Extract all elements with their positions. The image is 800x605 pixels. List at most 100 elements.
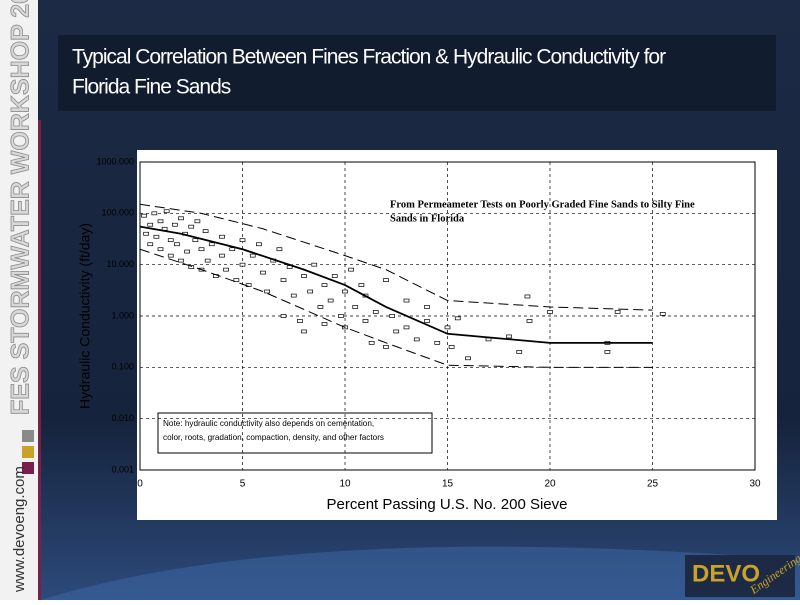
point	[413, 337, 420, 342]
square	[22, 462, 34, 474]
point	[311, 262, 318, 267]
point	[178, 216, 184, 221]
point	[352, 305, 359, 309]
y-tick-label: 0.001	[111, 464, 134, 474]
y-tick-label: 10.000	[106, 259, 134, 269]
point	[280, 278, 287, 282]
sidebar	[0, 0, 38, 600]
point	[239, 238, 246, 243]
point	[368, 340, 375, 345]
y-tick-label: 0.010	[111, 413, 134, 423]
point	[321, 322, 328, 326]
point	[223, 267, 229, 272]
point	[184, 249, 190, 254]
x-tick-label: 25	[647, 479, 659, 490]
square	[22, 446, 34, 458]
point	[448, 345, 455, 349]
point	[348, 267, 354, 272]
point	[188, 265, 195, 269]
point	[290, 293, 297, 298]
point	[389, 314, 395, 318]
x-tick-label: 10	[339, 479, 351, 490]
point	[338, 314, 344, 318]
x-tick-label: 15	[442, 479, 454, 490]
point	[342, 289, 348, 294]
envelope-line	[139, 203, 653, 311]
point	[424, 305, 430, 309]
point	[167, 238, 174, 243]
annotation: From Permeameter Tests on Poorly Graded …	[390, 199, 695, 210]
point	[147, 242, 154, 247]
point	[194, 219, 201, 224]
point	[167, 253, 174, 258]
point	[301, 274, 307, 278]
point	[260, 270, 266, 275]
point	[219, 253, 225, 258]
note: color, roots, gradation, compaction, den…	[163, 433, 384, 442]
envelope-line	[139, 248, 653, 368]
x-tick-label: 5	[240, 479, 246, 490]
point	[659, 312, 666, 316]
point	[516, 350, 523, 354]
point	[604, 350, 611, 354]
y-tick-label: 1.000	[111, 310, 134, 320]
y-tick-label: 1000.000	[96, 156, 134, 166]
point	[249, 253, 256, 258]
y-tick-label: 0.100	[111, 362, 134, 372]
square	[22, 430, 34, 442]
note: Note: hydraulic conductivity also depend…	[163, 419, 374, 428]
point	[524, 294, 531, 299]
point	[372, 310, 379, 314]
y-tick-label: 100.000	[101, 208, 134, 218]
point	[198, 247, 205, 252]
point	[151, 211, 158, 216]
swoosh	[40, 546, 800, 600]
point	[297, 319, 303, 323]
x-tick-label: 0	[137, 479, 143, 490]
point	[157, 247, 164, 252]
x-tick-label: 20	[544, 479, 556, 490]
logo-bg	[685, 555, 795, 597]
point	[172, 222, 178, 227]
point	[188, 224, 195, 229]
point	[434, 340, 441, 345]
point	[174, 242, 180, 247]
point	[147, 222, 154, 227]
point	[331, 274, 338, 278]
point	[219, 234, 225, 239]
point	[208, 242, 215, 247]
point	[403, 325, 410, 330]
trend-line	[139, 225, 653, 344]
point	[256, 242, 262, 247]
sidebar-rule	[38, 120, 41, 600]
point	[383, 278, 389, 282]
point	[424, 319, 430, 323]
point	[317, 305, 324, 309]
slide-title: Typical Correlation Between Fines Fracti…	[72, 46, 666, 69]
point	[280, 314, 287, 318]
slide-title: Florida Fine Sands	[72, 76, 231, 99]
point	[153, 234, 160, 239]
point	[229, 247, 236, 252]
point	[239, 262, 246, 267]
point	[393, 329, 400, 334]
point	[204, 258, 211, 263]
point	[307, 289, 313, 294]
point	[178, 258, 184, 263]
point	[301, 329, 307, 334]
point	[202, 229, 209, 233]
point	[444, 325, 451, 330]
point	[547, 310, 553, 314]
point	[192, 238, 199, 243]
point	[614, 310, 621, 314]
point	[465, 356, 471, 361]
point	[327, 298, 334, 303]
point	[526, 319, 533, 323]
point	[362, 319, 369, 323]
y-axis-label: Hydraulic Conductivity (ft/day)	[77, 223, 93, 409]
point	[264, 289, 270, 294]
point	[358, 283, 365, 287]
point	[163, 209, 170, 214]
website: www.devoeng.com	[11, 466, 28, 593]
